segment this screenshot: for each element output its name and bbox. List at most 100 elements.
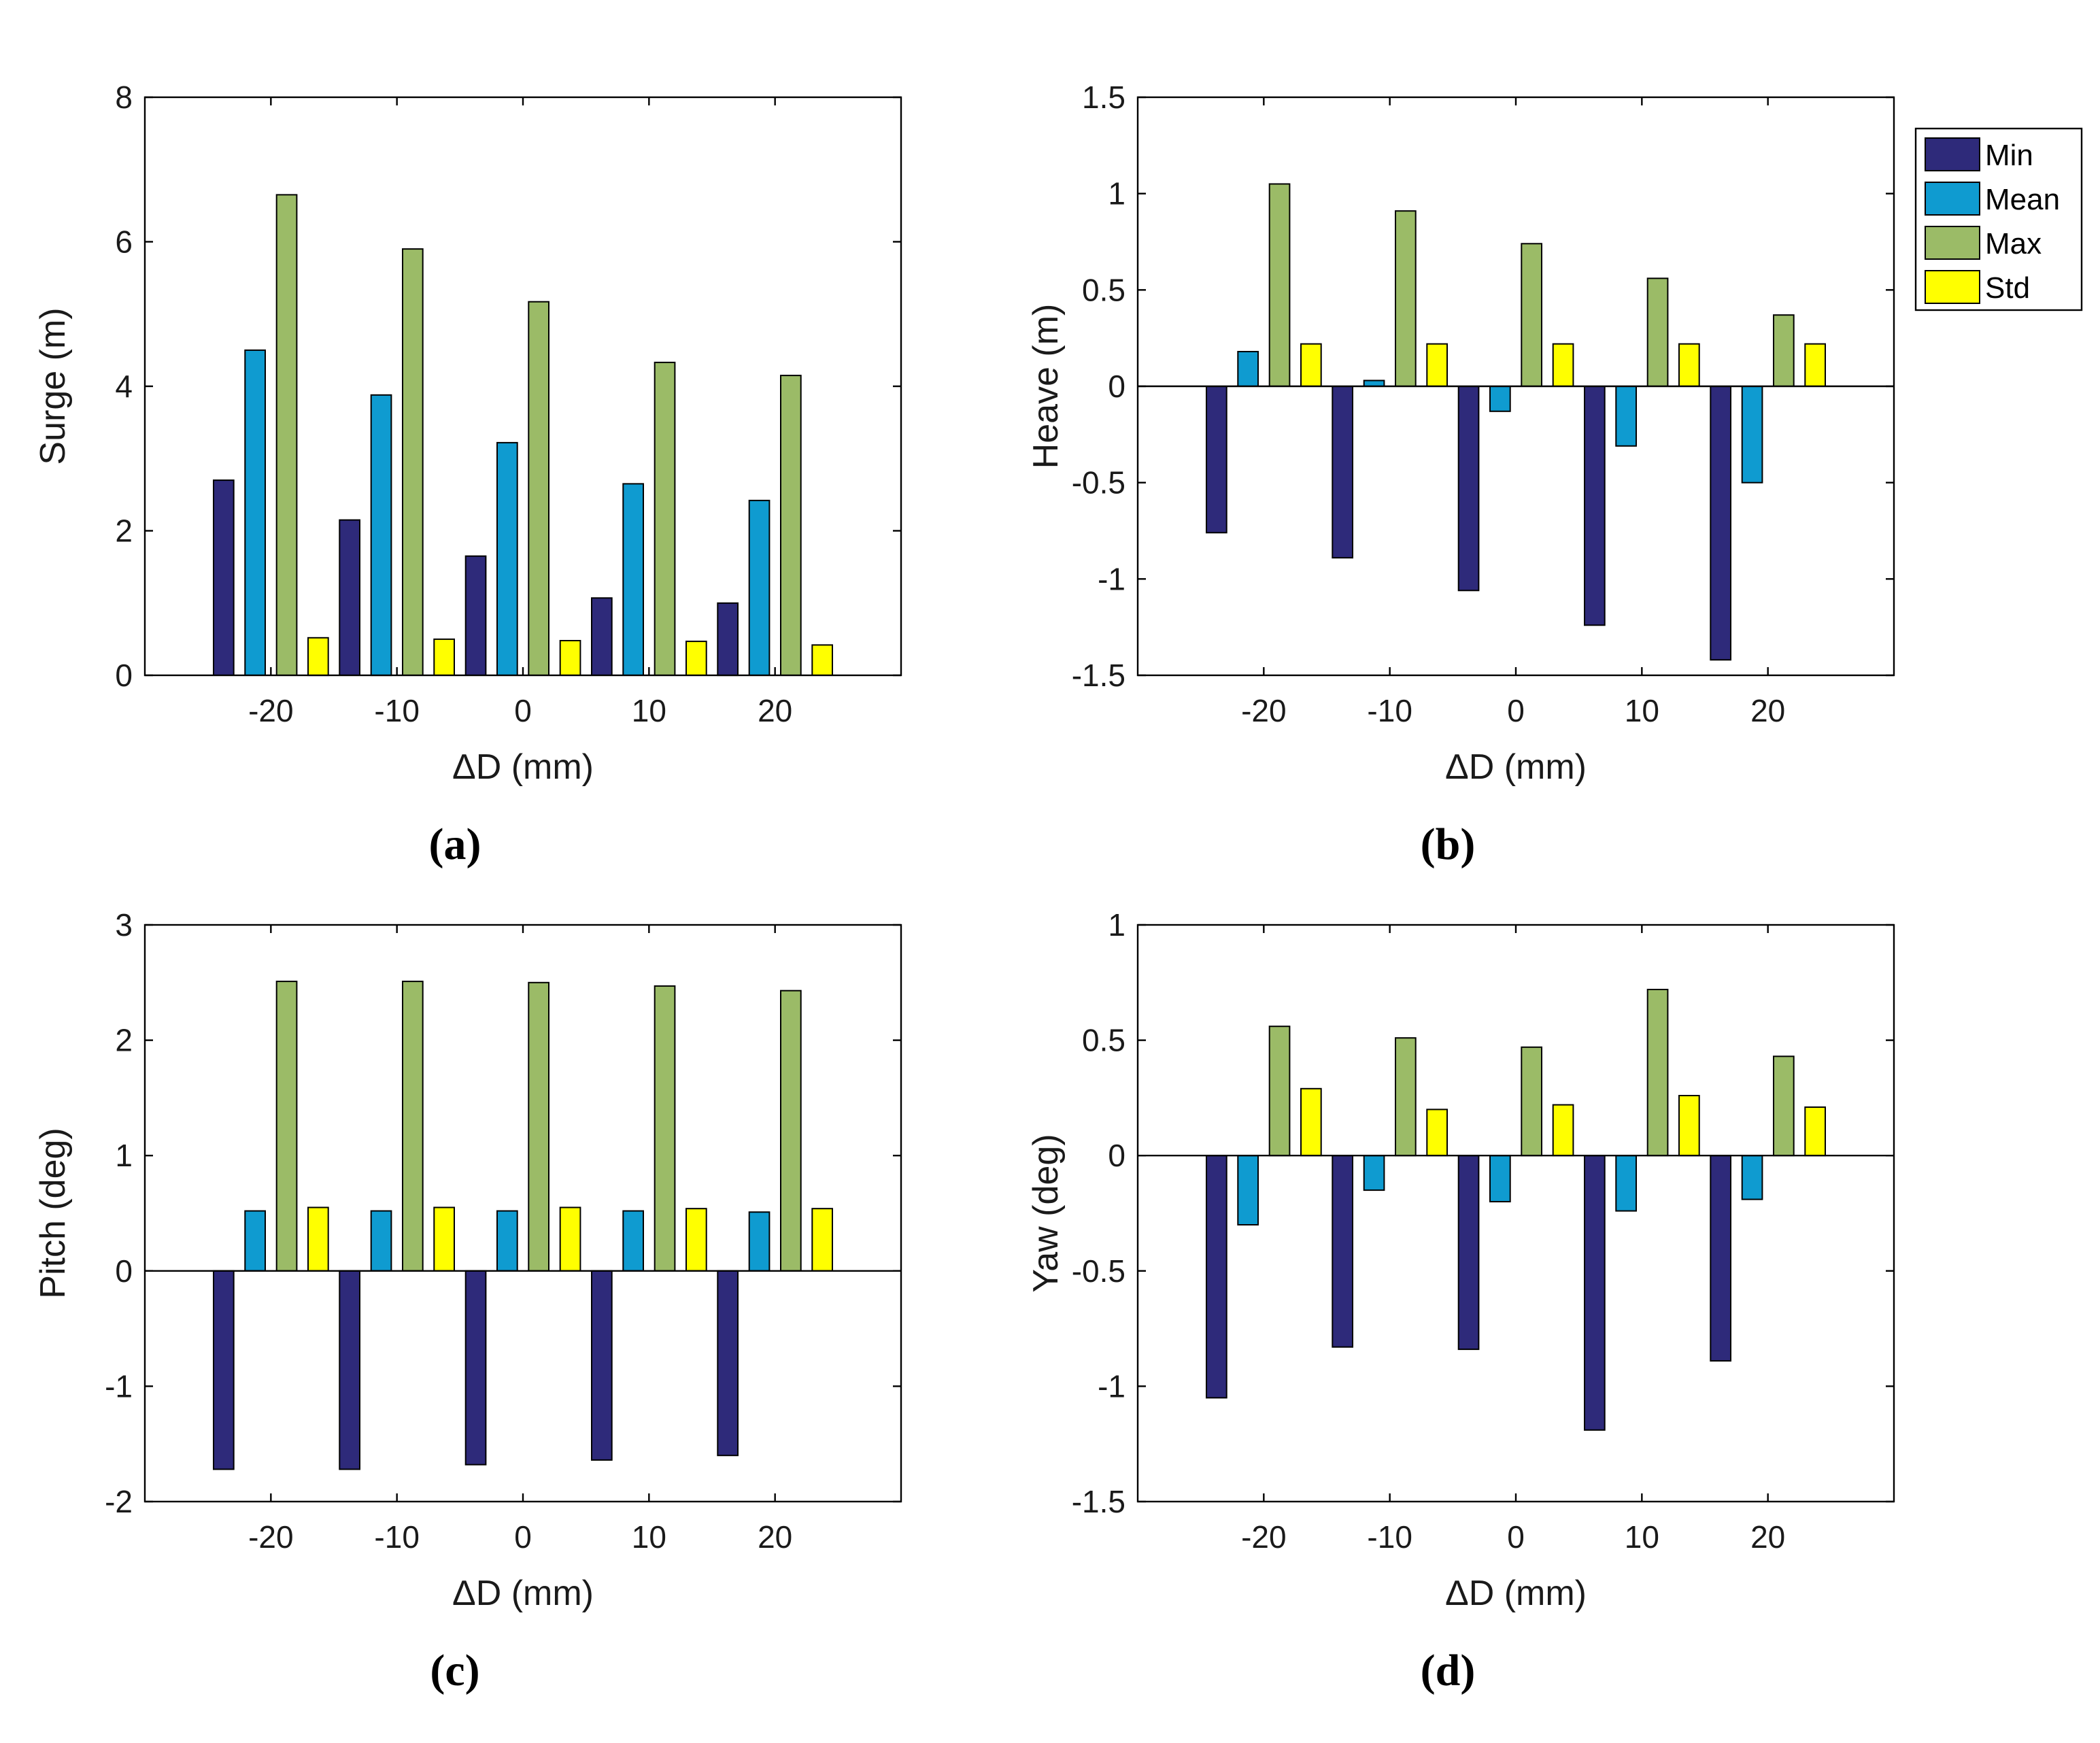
y-tick-label: 1 xyxy=(1108,907,1125,943)
y-tick-label: -0.5 xyxy=(1072,1253,1125,1289)
bar-min--20 xyxy=(213,479,235,676)
bar-std--10 xyxy=(433,1206,455,1272)
bar-std-20 xyxy=(1804,1106,1827,1157)
bar-max-20 xyxy=(1773,1055,1795,1157)
legend-label-max: Max xyxy=(1985,227,2042,260)
bar-mean-10 xyxy=(622,483,644,677)
x-tick-label: 10 xyxy=(632,693,666,728)
x-tick-label: -20 xyxy=(1241,1519,1286,1555)
bar-min--20 xyxy=(1206,1155,1227,1399)
bar-min--10 xyxy=(339,519,360,676)
bar-mean-0 xyxy=(496,441,518,677)
bar-std--20 xyxy=(1300,1087,1322,1157)
bar-mean--10 xyxy=(370,1210,392,1272)
bar-std--10 xyxy=(1426,343,1449,388)
bar-std-20 xyxy=(811,644,834,677)
x-tick-label: -10 xyxy=(1367,1519,1412,1555)
legend-label-min: Min xyxy=(1985,139,2033,172)
y-tick-label: -1.5 xyxy=(1072,658,1125,693)
bar-mean-20 xyxy=(1741,1155,1763,1200)
bar-mean--10 xyxy=(1363,379,1385,387)
bar-max-0 xyxy=(528,301,549,676)
bar-min--20 xyxy=(1206,386,1227,534)
bar-min-0 xyxy=(464,1270,487,1466)
bar-min-20 xyxy=(1710,386,1732,661)
x-tick-label: 0 xyxy=(514,693,532,728)
bar-max--10 xyxy=(402,981,424,1272)
chart-panel-1: 0 2 4 6 8 -20 -10 0 10 20 ΔD (mm) Surge (m) (a) xyxy=(33,80,902,869)
x-tick-label: 10 xyxy=(632,1519,666,1555)
bar-max-20 xyxy=(780,989,802,1272)
x-tick-label: 20 xyxy=(758,693,792,728)
bar-mean--20 xyxy=(244,349,266,677)
bar-std--20 xyxy=(1300,343,1322,388)
bar-max--20 xyxy=(275,194,298,676)
bar-std-20 xyxy=(1804,343,1827,388)
bar-min-20 xyxy=(717,602,739,677)
y-tick-label: -1.5 xyxy=(1072,1484,1125,1519)
y-tick-label: 1.5 xyxy=(1082,80,1125,115)
y-tick-label: 0.5 xyxy=(1082,272,1125,307)
bar-mean-0 xyxy=(496,1210,518,1272)
x-axis-label: ΔD (mm) xyxy=(452,1574,594,1613)
y-tick-label: 0.5 xyxy=(1082,1023,1125,1058)
panel-label: (a) xyxy=(429,819,481,869)
bar-std-10 xyxy=(685,641,707,676)
panel-label: (b) xyxy=(1421,819,1476,869)
y-tick-label: -1 xyxy=(105,1368,133,1404)
bar-max-0 xyxy=(1521,1046,1543,1157)
bar-max-0 xyxy=(1521,243,1543,387)
bar-min-10 xyxy=(591,1270,613,1461)
y-tick-label: -1 xyxy=(1098,1368,1125,1404)
x-tick-label: -10 xyxy=(374,1519,419,1555)
bar-max-10 xyxy=(1646,989,1669,1157)
bar-mean-10 xyxy=(1615,1155,1638,1212)
y-axis-label: Heave (m) xyxy=(1026,304,1066,469)
y-axis-label: Yaw (deg) xyxy=(1026,1134,1066,1292)
bar-min-20 xyxy=(1710,1155,1732,1362)
y-tick-label: 2 xyxy=(115,513,133,549)
legend-label-std: Std xyxy=(1985,271,2030,305)
y-tick-label: 6 xyxy=(115,224,133,260)
bar-mean-10 xyxy=(622,1210,644,1272)
bar-min-0 xyxy=(1457,386,1480,592)
x-tick-label: 10 xyxy=(1625,693,1659,728)
bar-std-0 xyxy=(1552,343,1574,388)
bar-std-10 xyxy=(1678,1095,1700,1157)
chart-panel-4: -1.5 -1 -0.5 0 0.5 1 -20 -10 0 10 20 ΔD (mm) Yaw (de… xyxy=(1026,907,1895,1695)
x-axis-label: ΔD (mm) xyxy=(452,747,594,787)
x-tick-label: 0 xyxy=(1507,693,1525,728)
bar-std-20 xyxy=(811,1208,834,1272)
bar-std--20 xyxy=(307,1206,329,1272)
bar-max-20 xyxy=(780,375,802,676)
panel-label: (d) xyxy=(1421,1646,1476,1695)
legend-swatch-max xyxy=(1925,226,1980,260)
y-tick-label: -1 xyxy=(1098,561,1125,596)
bar-mean-0 xyxy=(1489,386,1511,412)
bar-min-0 xyxy=(1457,1155,1480,1351)
bar-max--10 xyxy=(1395,1037,1417,1157)
bar-std--10 xyxy=(1426,1109,1449,1157)
y-axis-label: Pitch (deg) xyxy=(33,1128,73,1298)
x-tick-label: 20 xyxy=(758,1519,792,1555)
bar-mean--20 xyxy=(244,1210,266,1272)
bar-mean--10 xyxy=(370,394,392,677)
x-tick-label: -10 xyxy=(374,693,419,728)
y-tick-label: 2 xyxy=(115,1023,133,1058)
bar-std-10 xyxy=(685,1208,707,1272)
bar-min--10 xyxy=(339,1270,360,1470)
bar-min-10 xyxy=(1584,386,1606,626)
legend-label-mean: Mean xyxy=(1985,183,2060,216)
bar-max--20 xyxy=(1268,183,1291,387)
bar-mean-0 xyxy=(1489,1155,1511,1202)
x-axis-label: ΔD (mm) xyxy=(1445,747,1587,787)
y-tick-label: 8 xyxy=(115,80,133,115)
bar-max-10 xyxy=(1646,277,1669,387)
bar-mean-20 xyxy=(748,1211,770,1272)
y-tick-label: -2 xyxy=(105,1484,133,1519)
bar-mean--10 xyxy=(1363,1155,1385,1191)
bar-max--20 xyxy=(1268,1026,1291,1157)
legend-swatch-mean xyxy=(1925,182,1980,216)
y-tick-label: 0 xyxy=(1108,1138,1125,1173)
x-tick-label: 20 xyxy=(1750,1519,1785,1555)
